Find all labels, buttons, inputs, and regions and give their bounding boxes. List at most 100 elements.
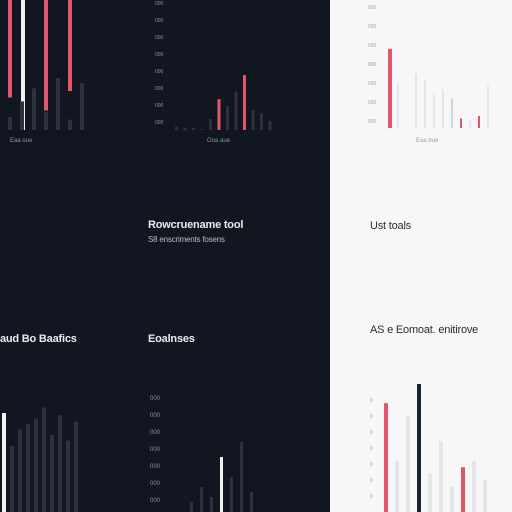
y-tick-label: 0 (370, 430, 373, 436)
y-tick-label: 0 (370, 478, 373, 484)
bar (268, 121, 272, 130)
chart-top-middle: 000 000 000 000 000 000 000 000 Ooa aue (145, 0, 280, 150)
chart-top-right-svg: 000 000 000 000 000 000 000 Eaa bue (368, 5, 489, 144)
bar (210, 497, 213, 512)
bar (461, 467, 465, 512)
y-tick-label: 000 (368, 24, 377, 30)
bar (243, 75, 246, 130)
y-tick-label: 000 (368, 81, 377, 87)
bar (240, 442, 243, 512)
y-tick-label: 000 (368, 119, 377, 125)
y-tick-label: 000 (155, 52, 164, 58)
y-tick-label: 000 (368, 62, 377, 68)
y-tick-label: 000 (155, 120, 164, 126)
bar (66, 440, 70, 512)
bar (397, 82, 399, 128)
bar (74, 421, 78, 512)
chart-bottom-left (0, 395, 100, 512)
bar (226, 105, 229, 130)
chart-bottom-left-svg (2, 407, 78, 512)
bar (230, 477, 233, 512)
x-axis-label: Eaa oue (10, 138, 33, 144)
bar (80, 83, 84, 130)
bar (8, 117, 12, 130)
panel3-title: aud Bo Baafics (0, 333, 77, 345)
bar (478, 116, 480, 128)
bar (50, 435, 54, 512)
bar (58, 415, 62, 512)
bar (260, 113, 263, 130)
bar (433, 94, 435, 128)
y-tick-label: 0 (370, 414, 373, 420)
y-tick-label: 0 (370, 494, 373, 500)
chart-top-middle-svg: 000 000 000 000 000 000 000 000 Ooa aue (155, 1, 272, 144)
chart-bottom-middle-svg: 000 000 000 000 000 000 000 (150, 396, 253, 512)
y-tick-label: 0 (370, 462, 373, 468)
y-tick-label: 000 (150, 396, 161, 402)
dark-panel (0, 0, 330, 512)
bar (234, 91, 238, 130)
bar (217, 99, 221, 130)
y-tick-label: 000 (155, 18, 164, 24)
bar (209, 119, 212, 130)
panel1-subtitle: S8 enscriments fosens (148, 235, 225, 244)
bar (442, 89, 444, 128)
panel5-title: AS e Eomoat. enitirove (370, 324, 479, 336)
bar (183, 127, 187, 130)
bar (388, 48, 392, 128)
panel4-title: Eoalnses (148, 333, 195, 345)
y-tick-label: 000 (155, 35, 164, 41)
chart-top-right: 000 000 000 000 000 000 000 Eaa bue (360, 0, 495, 150)
x-axis-label: Eaa bue (416, 138, 439, 144)
bar (175, 126, 178, 130)
y-tick-label: 000 (155, 69, 164, 75)
y-tick-label: 000 (150, 413, 161, 419)
y-tick-label: 0 (370, 446, 373, 452)
y-tick-label: 000 (150, 430, 161, 436)
bar (469, 120, 471, 128)
bar (220, 457, 223, 512)
y-tick-label: 000 (368, 5, 377, 11)
bar (26, 424, 30, 512)
chart-bottom-right-svg: 0 0 0 0 0 0 0 (370, 384, 487, 512)
bar (428, 473, 432, 512)
bar (451, 98, 453, 128)
bar (406, 416, 410, 512)
bar (487, 86, 489, 128)
panel1-title: Rowcruename tool (148, 219, 244, 231)
bar (20, 101, 24, 130)
bar (450, 486, 454, 512)
chart-top-left: Eaa oue (0, 0, 100, 150)
bar (56, 78, 60, 130)
bar (21, 0, 25, 130)
y-tick-label: 000 (155, 86, 164, 92)
bar (424, 80, 426, 128)
y-tick-label: 000 (368, 43, 377, 49)
bar (18, 429, 22, 512)
y-tick-label: 000 (150, 464, 161, 470)
bar (200, 487, 203, 512)
chart-bottom-right: 0 0 0 0 0 0 0 (360, 380, 495, 512)
chart-bottom-middle: 000 000 000 000 000 000 000 (145, 390, 255, 512)
x-axis-label: Ooa aue (207, 138, 231, 144)
bar (460, 118, 462, 128)
y-tick-label: 000 (150, 447, 161, 453)
bar (8, 0, 12, 98)
bar (472, 460, 476, 512)
y-tick-label: 000 (155, 1, 164, 7)
bar (68, 119, 72, 130)
y-tick-label: 000 (150, 481, 161, 487)
bar (483, 480, 487, 512)
bar (32, 88, 36, 130)
bar (68, 0, 72, 91)
bar (34, 418, 38, 512)
bar (415, 74, 417, 128)
chart-top-left-svg: Eaa oue (8, 0, 84, 144)
bar (439, 441, 443, 512)
bar (251, 110, 255, 130)
bar (395, 460, 399, 512)
y-tick-label: 000 (155, 103, 164, 109)
y-tick-label: 0 (370, 398, 373, 404)
bar (44, 111, 48, 130)
bar (417, 384, 421, 512)
